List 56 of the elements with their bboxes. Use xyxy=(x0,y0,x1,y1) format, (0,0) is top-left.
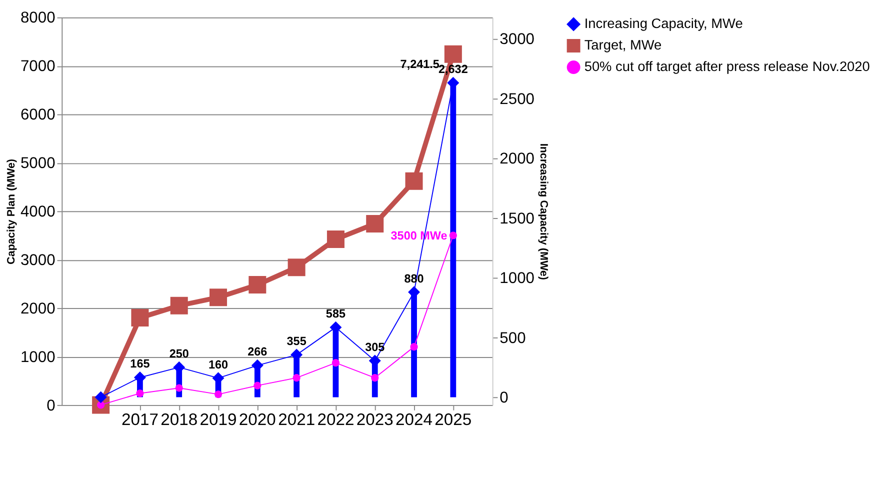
data-label: 355 xyxy=(286,335,307,348)
y-axis-title: Capacity Plan (MWe) xyxy=(6,158,18,264)
y-tick-label: 0 xyxy=(46,397,56,414)
x-tick-label: 2017 xyxy=(121,410,158,430)
x-tick-label: 2020 xyxy=(238,410,276,430)
point xyxy=(326,230,344,248)
point xyxy=(405,172,423,190)
y2-tick-label: 0 xyxy=(500,390,509,407)
y2-tick-label: 2000 xyxy=(500,150,535,168)
x-tick-label: 2021 xyxy=(278,410,316,430)
legend-label: Increasing Capacity, MWe xyxy=(584,16,743,32)
point xyxy=(449,232,457,240)
y-tick-label: 8000 xyxy=(20,10,56,27)
point xyxy=(288,258,306,276)
y2-tick-label: 500 xyxy=(500,330,526,347)
y2-tick-label: 1500 xyxy=(500,210,535,228)
point xyxy=(410,343,418,351)
point xyxy=(214,390,222,398)
legend-label: Target, MWe xyxy=(584,38,662,53)
data-label: 250 xyxy=(169,348,190,361)
x-tick-label: 2025 xyxy=(434,410,472,430)
y2-axis-title: Increasing Capacity (MWe) xyxy=(537,143,550,280)
point xyxy=(332,359,340,367)
y2-tick-label: 3000 xyxy=(500,31,535,48)
y-tick-label: 1000 xyxy=(20,348,56,366)
y-tick-label: 4000 xyxy=(20,204,56,221)
y-tick-label: 6000 xyxy=(20,106,56,124)
point xyxy=(371,374,379,382)
point xyxy=(366,215,384,233)
data-label: 165 xyxy=(130,358,150,371)
point xyxy=(210,288,228,306)
point xyxy=(254,382,262,390)
point xyxy=(136,390,144,398)
point xyxy=(131,308,149,326)
point xyxy=(170,296,188,314)
data-label: 160 xyxy=(208,358,229,372)
point xyxy=(175,384,183,392)
legend-label: 50% cut off target after press release Nov.2020 xyxy=(584,59,870,74)
point xyxy=(292,374,300,382)
x-tick-label: 2023 xyxy=(356,410,394,430)
y-tick-label: 5000 xyxy=(20,155,56,172)
data-label: 7,241.5 xyxy=(400,58,440,71)
point xyxy=(248,276,266,294)
y2-tick-label: 2500 xyxy=(500,90,535,108)
x-tick-label: 2024 xyxy=(396,410,433,430)
data-label: 585 xyxy=(326,308,346,321)
y-tick-label: 2000 xyxy=(20,300,56,318)
x-tick-label: 2018 xyxy=(160,410,198,430)
point xyxy=(94,391,107,404)
point xyxy=(444,45,462,63)
x-tick-label: 2022 xyxy=(317,410,354,430)
x-tick-label: 2019 xyxy=(200,410,237,430)
y2-tick-label: 1000 xyxy=(500,270,535,288)
y-tick-label: 3000 xyxy=(20,252,56,269)
y-tick-label: 7000 xyxy=(20,58,56,76)
data-label: 266 xyxy=(248,346,268,359)
